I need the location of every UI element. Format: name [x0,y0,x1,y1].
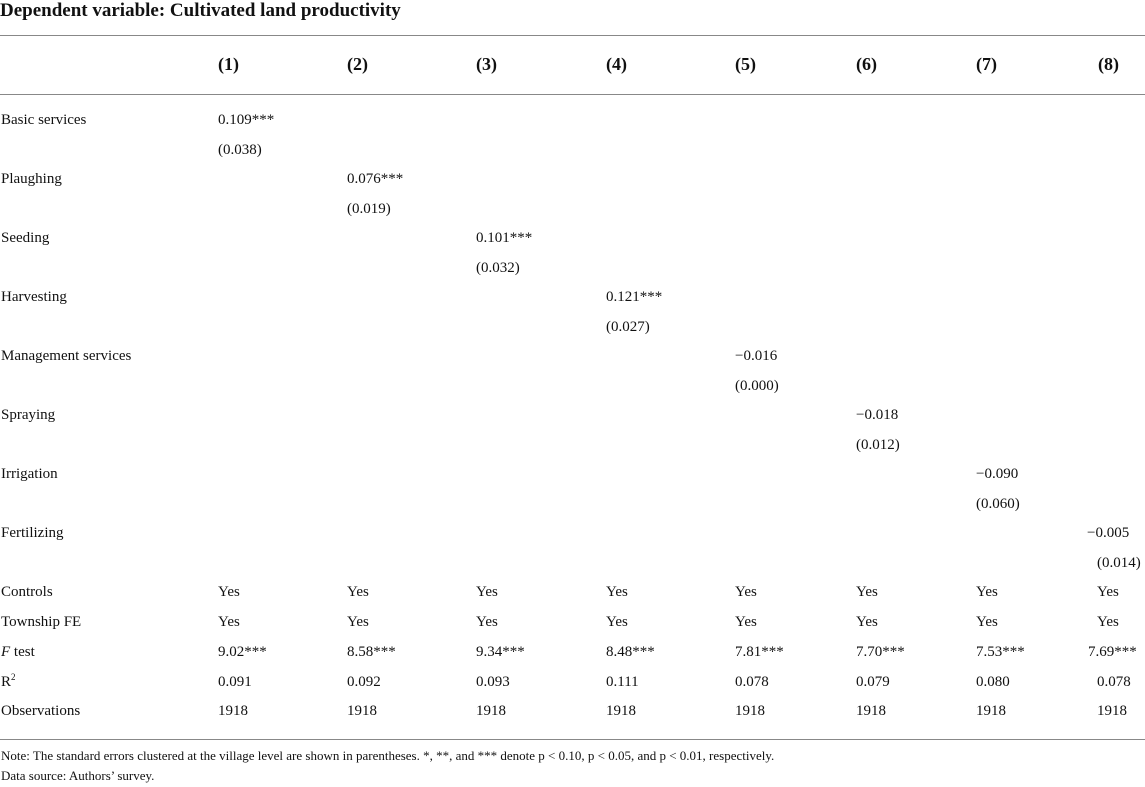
column-header: (8) [1098,54,1119,74]
stat-value: Yes [735,614,757,630]
stat-value: 0.091 [218,674,252,690]
coef-value: 0.076*** [347,171,404,187]
column-header: (2) [347,54,368,74]
column-header: (4) [606,54,627,74]
row-label: Basic services [1,112,87,128]
coef-value: −0.016 [735,348,778,364]
stat-value: Yes [347,614,369,630]
stat-value: 1918 [1097,703,1127,719]
stat-value: 9.34*** [476,644,525,660]
stat-value: Yes [856,614,878,630]
std-error: (0.027) [606,319,650,335]
row-label: Fertilizing [1,525,64,541]
row-label: Spraying [1,407,56,423]
row-label: Harvesting [1,289,67,305]
stat-value: 9.02*** [218,644,267,660]
stat-value: Yes [347,584,369,600]
column-header: (3) [476,54,497,74]
row-label: Plaughing [1,171,62,187]
stat-value: 1918 [856,703,886,719]
coef-value: −0.018 [856,407,899,423]
stat-value: 0.079 [856,674,890,690]
std-error: (0.038) [218,142,262,158]
std-error: (0.012) [856,437,900,453]
row-label: Township FE [1,614,82,630]
stat-value: Yes [606,584,628,600]
stat-value: Yes [856,584,878,600]
stat-value: 1918 [218,703,248,719]
table-title: Dependent variable: Cultivated land prod… [0,0,401,21]
stat-value: Yes [976,614,998,630]
column-header: (6) [856,54,877,74]
std-error: (0.014) [1097,555,1141,571]
stat-value: 0.078 [735,674,769,690]
stat-value: 1918 [347,703,377,719]
stat-value: 1918 [976,703,1006,719]
stat-value: 7.70*** [856,644,905,660]
data-source: Data source: Authors’ survey. [1,768,155,783]
bottom-rule [0,739,1145,740]
r-superscript: 2 [11,672,16,682]
stat-value: 1918 [606,703,636,719]
stat-value: Yes [1097,614,1119,630]
coef-value: 0.101*** [476,230,533,246]
stat-value: 1918 [735,703,765,719]
stat-value: 0.078 [1097,674,1131,690]
std-error: (0.060) [976,496,1020,512]
r-symbol: R [1,674,12,690]
stat-value: Yes [976,584,998,600]
stat-value: Yes [1097,584,1119,600]
column-header: (7) [976,54,997,74]
top-rule [0,35,1145,36]
stat-value: Yes [606,614,628,630]
std-error: (0.000) [735,378,779,394]
stat-value: Yes [218,584,240,600]
std-error: (0.032) [476,260,520,276]
row-label: Management services [1,348,132,364]
stat-value: 7.69*** [1088,644,1137,660]
coef-value: 0.109*** [218,112,275,128]
column-header: (1) [218,54,239,74]
stat-value: 0.093 [476,674,510,690]
stat-value: 8.58*** [347,644,396,660]
stat-value: 0.092 [347,674,381,690]
stat-value: Yes [476,584,498,600]
row-label-rest: test [10,644,35,660]
row-label: R2 [1,672,16,691]
stat-value: 0.080 [976,674,1010,690]
stat-value: Yes [218,614,240,630]
stat-value: 1918 [476,703,506,719]
f-symbol: F [1,644,11,660]
row-label: Controls [1,584,53,600]
stat-value: 8.48*** [606,644,655,660]
coef-value: −0.005 [1087,525,1130,541]
table-note: Note: The standard errors clustered at t… [1,748,775,763]
stat-value: Yes [476,614,498,630]
row-label: F test [1,644,35,661]
row-label: Observations [1,703,81,719]
row-label: Irrigation [1,466,58,482]
stat-value: 7.81*** [735,644,784,660]
stat-value: 7.53*** [976,644,1025,660]
column-header: (5) [735,54,756,74]
std-error: (0.019) [347,201,391,217]
row-label: Seeding [1,230,50,246]
coef-value: 0.121*** [606,289,663,305]
header-rule [0,94,1145,95]
stat-value: Yes [735,584,757,600]
stat-value: 0.111 [606,674,639,690]
coef-value: −0.090 [976,466,1019,482]
